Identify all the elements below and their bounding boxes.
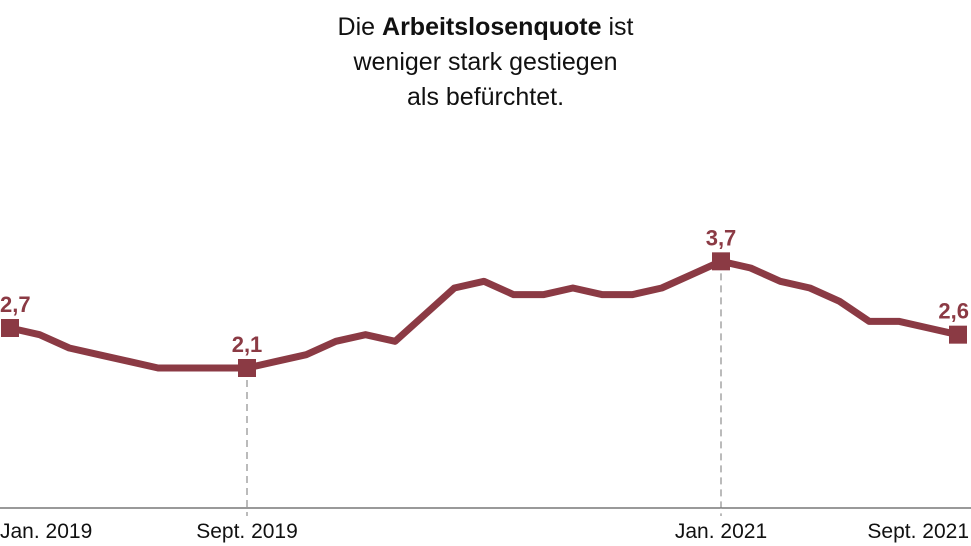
data-label: 2,7 xyxy=(0,292,31,317)
title-part: Die xyxy=(337,13,376,41)
point-marker xyxy=(712,252,730,271)
x-tick-label: Sept. 2021 xyxy=(867,520,969,543)
x-tick-label: Jan. 2019 xyxy=(0,520,92,543)
title-part: Arbeitslosenquote xyxy=(382,13,602,41)
x-tick-label: Sept. 2019 xyxy=(196,520,298,543)
point-marker xyxy=(1,319,19,337)
line-series xyxy=(9,257,959,372)
data-label: 2,6 xyxy=(938,299,969,324)
data-label: 3,7 xyxy=(706,225,737,250)
title-part: als befürchtet. xyxy=(406,83,565,111)
point-marker xyxy=(949,325,967,344)
chart-title: Die Arbeitslosenquote ist weniger stark … xyxy=(0,10,971,115)
title-part: ist xyxy=(608,13,634,41)
x-tick-label: Jan. 2021 xyxy=(675,520,767,543)
title-part: weniger stark gestiegen xyxy=(353,48,618,76)
point-marker xyxy=(238,359,256,377)
data-label: 2,1 xyxy=(232,332,263,357)
